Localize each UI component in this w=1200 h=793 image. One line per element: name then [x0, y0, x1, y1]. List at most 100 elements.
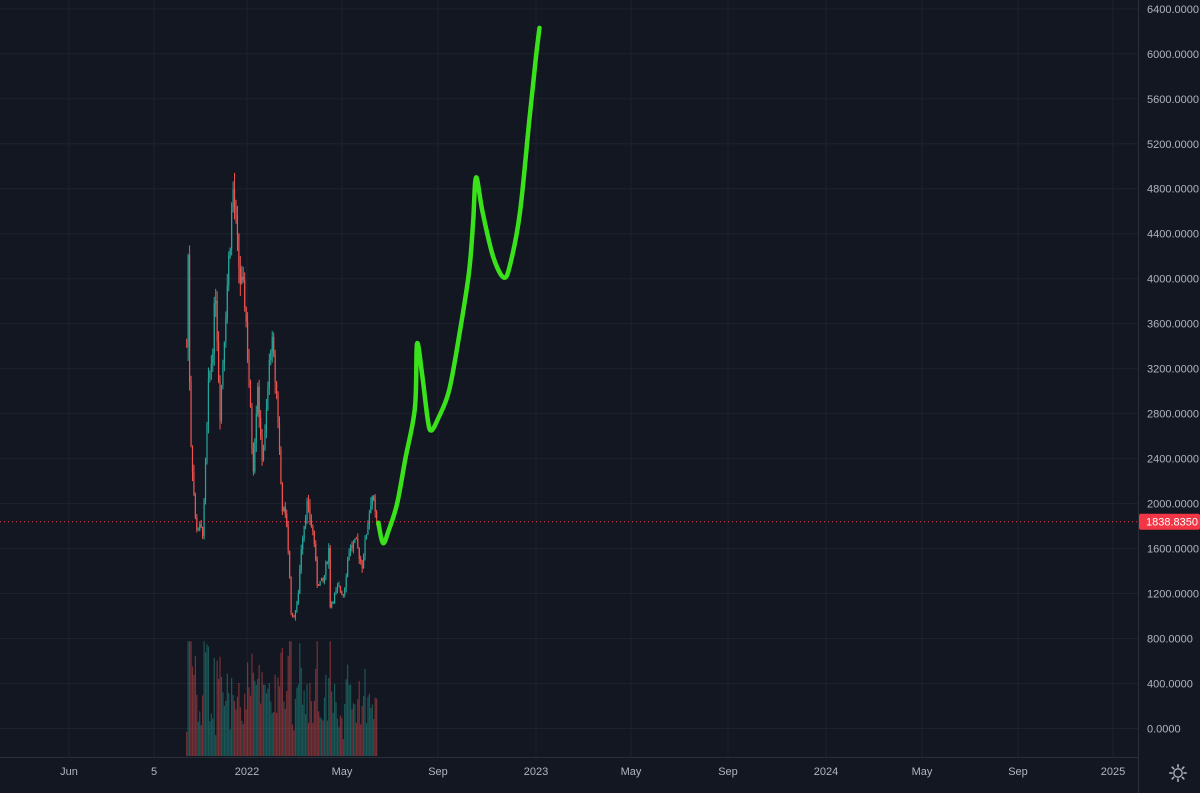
candle-body	[306, 500, 308, 519]
candle-body	[315, 543, 317, 561]
volume-bar	[319, 716, 321, 756]
volume-bar	[241, 720, 243, 756]
time-axis[interactable]: Jun 5 2022 May Sep 2023 May Sep 2024 May Sep 2025	[60, 766, 1125, 778]
candle-body	[265, 409, 268, 432]
candle-body	[251, 406, 253, 450]
volume-bar	[196, 694, 198, 756]
volume-bar	[328, 677, 330, 756]
volume-bar	[309, 683, 311, 756]
volume-bar	[312, 722, 314, 756]
volume-bar	[200, 725, 202, 756]
candle-body	[275, 381, 278, 394]
volume-bar	[212, 718, 214, 756]
candle-body	[239, 267, 241, 284]
candle-body	[207, 378, 210, 424]
volume-bar	[209, 721, 211, 756]
candle-body	[347, 560, 349, 577]
volume-bar	[268, 683, 270, 756]
candle-body	[232, 189, 234, 211]
volume-bar	[320, 719, 323, 756]
candle-body	[260, 417, 262, 436]
price-tick-label: 6000.0000	[1147, 49, 1199, 61]
candle-body	[271, 336, 273, 352]
candle-body	[270, 351, 272, 361]
candle-body	[332, 602, 334, 604]
candle-body	[370, 504, 372, 513]
volume-bar	[360, 724, 362, 756]
volume-bar	[302, 704, 304, 756]
volume-bar	[347, 664, 349, 756]
volume-bar	[213, 657, 215, 756]
candle-body	[242, 276, 244, 281]
volume-bar	[331, 691, 333, 756]
candle-body	[364, 538, 366, 558]
volume-bar	[223, 705, 225, 756]
volume-bar	[222, 692, 224, 756]
volume-bar	[251, 653, 253, 756]
volume-bar	[303, 690, 305, 756]
candle-body	[197, 529, 199, 531]
candle-body	[326, 562, 328, 563]
candle-body	[231, 210, 233, 249]
volume-bar	[232, 695, 234, 756]
candle-body	[374, 499, 376, 512]
candle-body	[348, 551, 350, 561]
volume-bar	[226, 673, 228, 756]
candle-body	[210, 363, 212, 371]
candle-body	[262, 447, 265, 461]
volume-bar	[315, 668, 317, 756]
price-axis[interactable]: 6400.0000 6000.0000 5600.0000 5200.0000 4800…	[1147, 4, 1199, 736]
volume-bar	[352, 703, 355, 756]
volume-bar	[280, 652, 282, 756]
time-tick-label: Sep	[428, 766, 448, 778]
candle-body	[336, 586, 339, 590]
volume-bar	[254, 680, 256, 756]
volume-bar	[228, 693, 230, 756]
candle-body	[373, 496, 375, 500]
candle-body	[278, 422, 281, 451]
volume-bar	[199, 711, 201, 756]
volume-bar	[371, 704, 373, 756]
time-tick-label: Jun	[60, 766, 78, 778]
candle-body	[222, 362, 224, 386]
candle-body	[291, 613, 294, 617]
volume-bar	[286, 690, 288, 756]
candle-body	[202, 527, 204, 537]
candle-body	[248, 358, 250, 386]
volume-bar	[207, 646, 210, 756]
price-tick-label: 5600.0000	[1147, 94, 1199, 106]
volume-bar	[204, 652, 207, 756]
candle-body	[312, 526, 314, 532]
candle-body	[342, 594, 344, 596]
volume-bar	[258, 664, 260, 756]
candle-body	[280, 450, 282, 485]
candle-body	[193, 472, 195, 495]
candle-body	[354, 538, 356, 543]
volume-bar	[188, 641, 191, 756]
chart-settings-button[interactable]	[1166, 761, 1190, 785]
volume-bar	[275, 712, 278, 756]
volume-bar	[235, 709, 237, 756]
candle-body	[225, 318, 227, 342]
time-tick-label: May	[332, 766, 353, 778]
candle-body	[323, 575, 326, 582]
candle-body	[328, 547, 330, 563]
volume-bar	[354, 704, 356, 756]
candle-body	[331, 602, 333, 608]
volume-bar	[281, 647, 283, 756]
projection-line	[376, 25, 542, 546]
candle-body	[186, 346, 188, 347]
price-tick-label: 400.0000	[1147, 679, 1193, 691]
candle-body	[319, 580, 321, 586]
volume-bar	[233, 701, 236, 756]
candle-body	[246, 321, 249, 359]
price-tick-label: 4800.0000	[1147, 184, 1199, 196]
volume-bar	[244, 693, 246, 756]
volume-bar	[290, 641, 292, 756]
volume-bar	[216, 660, 218, 756]
volume-bar	[341, 717, 343, 756]
candle-body	[358, 548, 360, 559]
candle-body	[199, 524, 201, 530]
time-tick-label: May	[912, 766, 933, 778]
